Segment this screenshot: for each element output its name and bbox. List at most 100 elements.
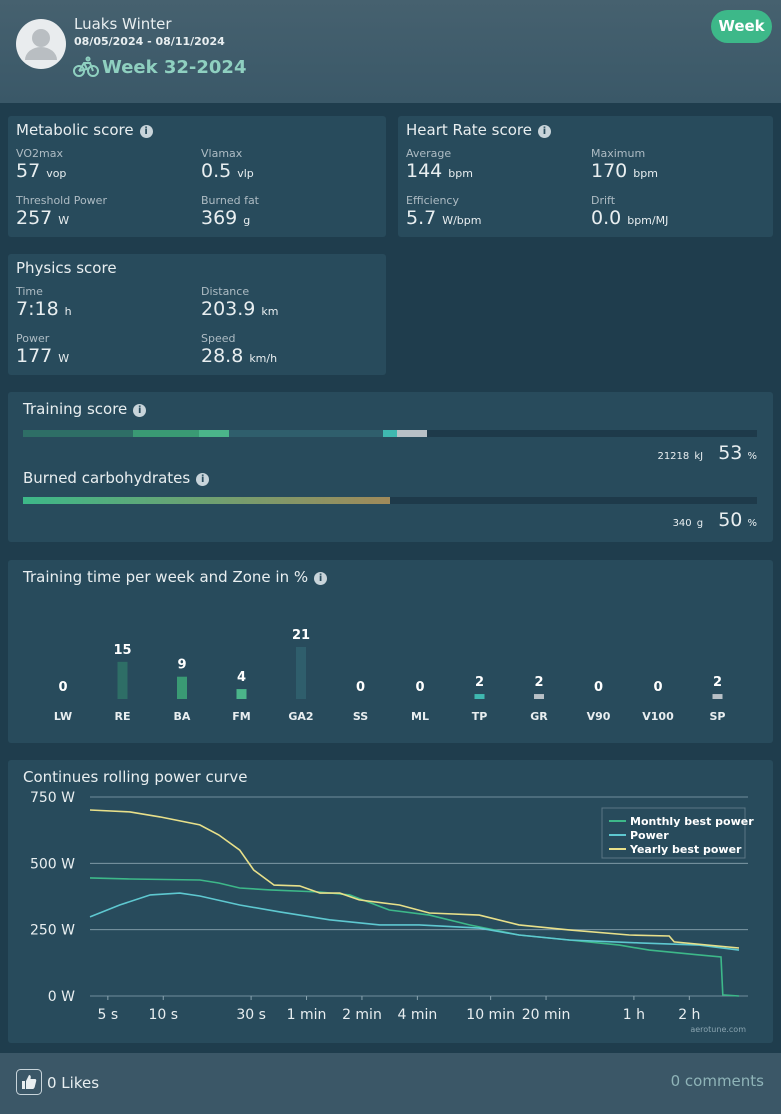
metric-unit: g: [243, 214, 251, 227]
metric-unit: vlp: [237, 167, 254, 180]
metric-value-text: 144: [406, 160, 443, 182]
metric-value: 57 vop: [16, 160, 66, 182]
like-button[interactable]: [16, 1069, 42, 1095]
zone-card: Training time per week and Zone in % i: [8, 560, 773, 743]
metric-label-text: Maximum: [591, 147, 646, 160]
metric-value-text: 170: [591, 160, 628, 182]
training-card: Training score i 21218 kJ 53 % Burned car…: [8, 392, 773, 542]
training-segment: [23, 430, 134, 437]
heart-rate-card: Heart Rate score i Average 144 bpm Maximum 17…: [398, 116, 773, 237]
metric-label: Vlamax: [201, 147, 242, 160]
physics-card: Physics score Time 7:18 h Distance 203.9 km Po…: [8, 254, 386, 375]
metric-label: Time: [16, 285, 43, 298]
metric-value-text: 369: [201, 207, 238, 229]
percent-unit: %: [747, 451, 757, 462]
metric-value: 203.9 km: [201, 298, 279, 320]
metric-label-text: Distance: [201, 285, 250, 298]
metric-value-text: 203.9: [201, 298, 256, 320]
card-title: Metabolic score: [16, 121, 134, 139]
period-button[interactable]: Week: [711, 10, 772, 43]
comments-link[interactable]: 0 comments: [670, 1072, 764, 1090]
metric-label: VO2max: [16, 147, 63, 160]
training-segment: [412, 430, 427, 437]
card-title: Training score: [23, 400, 128, 418]
metric-value: 0.0 bpm/MJ: [591, 207, 668, 229]
metabolic-card: Metabolic score i VO2max 57 vop Vlamax 0.5 vlp…: [8, 116, 386, 237]
energy-unit: kJ: [694, 451, 704, 462]
metric-label: Threshold Power: [16, 194, 107, 207]
metric-unit: h: [64, 305, 72, 318]
metric-value: 5.7 W/bpm: [406, 207, 481, 229]
metric-label: Drift: [591, 194, 615, 207]
metric-label: Distance: [201, 285, 249, 298]
training-segment: [382, 430, 398, 437]
footer: 0 Likes 0 comments: [0, 1053, 781, 1114]
metric-label: Maximum: [591, 147, 645, 160]
chart-title: Continues rolling power curve: [23, 768, 248, 786]
percent-unit: %: [747, 518, 757, 529]
carbs: 340: [672, 518, 692, 529]
metric-label-text: Drift: [591, 194, 616, 207]
metric-value-text: 0.5: [201, 160, 232, 182]
metric-value: 170 bpm: [591, 160, 658, 182]
metric-value: 0.5 vlp: [201, 160, 254, 182]
metric-unit: W: [58, 352, 70, 365]
date-range: 08/05/2024 - 08/11/2024: [74, 35, 225, 48]
carbs-bar: [23, 497, 390, 504]
metric-label: Burned fat: [201, 194, 259, 207]
metric-value: 257 W: [16, 207, 69, 229]
metric-unit: W: [58, 214, 70, 227]
carbs-summary: 340 g 50 %: [673, 509, 757, 531]
card-title: Heart Rate score: [406, 121, 532, 139]
metric-value-text: 0.0: [591, 207, 622, 229]
metric-label-text: VO2max: [16, 147, 63, 160]
metric-value-text: 5.7: [406, 207, 437, 229]
metric-label-text: Average: [406, 147, 452, 160]
metric-value: 28.8 km/h: [201, 345, 277, 367]
training-segment: [199, 430, 229, 437]
chart-title: Training time per week and Zone in %: [23, 568, 309, 586]
training-percent: 53: [718, 442, 743, 464]
metric-value-text: 28.8: [201, 345, 244, 367]
metric-unit: W/bpm: [442, 214, 482, 227]
metric-label-text: Speed: [201, 332, 236, 345]
metric-value: 7:18 h: [16, 298, 72, 320]
metric-label: Average: [406, 147, 451, 160]
metric-unit: bpm: [633, 167, 658, 180]
carbs-unit: g: [696, 518, 704, 529]
metric-unit: km/h: [249, 352, 278, 365]
training-bar-track: [23, 430, 757, 437]
metric-label-text: Time: [16, 285, 43, 298]
metric-label-text: Efficiency: [406, 194, 459, 207]
metric-value: 144 bpm: [406, 160, 473, 182]
metric-label: Power: [16, 332, 49, 345]
avatar: [16, 19, 66, 69]
metric-unit: km: [261, 305, 279, 318]
training-segment: [133, 430, 200, 437]
metric-value-text: 7:18: [16, 298, 59, 320]
metric-label-text: Burned fat: [201, 194, 259, 207]
metric-value: 177 W: [16, 345, 69, 367]
training-summary: 21218 kJ 53 %: [657, 442, 757, 464]
metric-value: 369 g: [201, 207, 250, 229]
likes: 0 Likes: [47, 1074, 100, 1092]
metric-label: Speed: [201, 332, 235, 345]
metric-unit: bpm/MJ: [627, 214, 669, 227]
metric-label: Efficiency: [406, 194, 459, 207]
carbs-percent: 50: [718, 509, 743, 531]
metric-value-text: 57: [16, 160, 41, 182]
energy: 21218: [657, 451, 690, 462]
metric-unit: vop: [46, 167, 67, 180]
week-label: Week 32-2024: [102, 57, 247, 78]
metric-value-text: 177: [16, 345, 53, 367]
metric-label-text: Threshold Power: [16, 194, 107, 207]
user-name: Luaks Winter: [74, 15, 172, 33]
metric-label-text: Power: [16, 332, 50, 345]
header: Luaks Winter 08/05/2024 - 08/11/2024 Wee…: [0, 0, 781, 103]
metric-label-text: Vlamax: [201, 147, 243, 160]
bike-icon: [73, 56, 99, 77]
training-segment: [228, 430, 383, 437]
card-title: Burned carbohydrates: [23, 469, 191, 487]
